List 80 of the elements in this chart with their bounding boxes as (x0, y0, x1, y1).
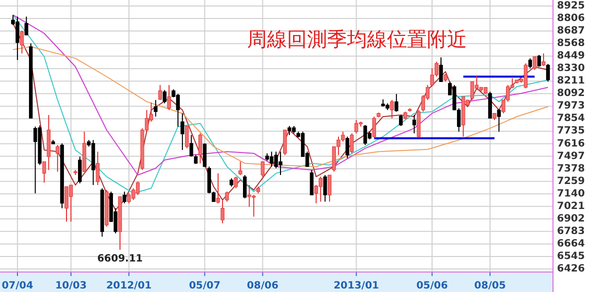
y-tick-label: 8806 (557, 13, 585, 24)
candlestick (390, 99, 394, 119)
candlestick (33, 126, 38, 194)
y-tick-label: 6902 (557, 213, 585, 224)
candlestick (532, 56, 536, 70)
y-tick-label: 6426 (557, 264, 585, 274)
x-tick-label: 2013/01 (334, 280, 380, 292)
candlestick (470, 81, 474, 100)
candlestick (310, 169, 314, 196)
candlestick (323, 174, 327, 202)
x-tick-label: 10/03 (55, 280, 87, 292)
candlestick (220, 199, 224, 224)
candlestick (185, 125, 189, 149)
y-tick-label: 7140 (557, 188, 585, 200)
candlestick (350, 132, 354, 154)
candlestick (247, 184, 252, 208)
y-tick-label: 8211 (557, 76, 585, 87)
candlestick (167, 84, 171, 110)
x-tick-label: 07/04 (2, 280, 34, 292)
candlestick (354, 119, 358, 134)
candlestick (216, 172, 220, 204)
candlestick (283, 129, 287, 156)
y-tick-label: 7259 (557, 176, 585, 187)
y-tick-label: 7378 (557, 163, 585, 174)
candlestick (154, 99, 158, 118)
candlestick (78, 156, 82, 184)
y-tick-label: 6664 (557, 238, 585, 250)
x-tick-label: 08/06 (246, 280, 278, 292)
candlestick (136, 181, 140, 196)
candlestick (412, 114, 416, 134)
candlestick (372, 116, 376, 138)
candlestick (328, 174, 332, 202)
candlestick (122, 191, 126, 204)
candlestick (524, 62, 528, 89)
x-tick-label: 05/06 (416, 280, 448, 292)
candlestick (56, 144, 60, 172)
x-tick-label: 05/07 (188, 280, 220, 292)
y-tick-label: 7735 (557, 126, 585, 137)
candlestick (439, 56, 443, 82)
y-tick-label: 8092 (557, 88, 585, 100)
y-tick-label: 7854 (557, 113, 585, 124)
candlestick (252, 194, 256, 218)
y-tick-label: 8449 (557, 50, 585, 62)
candlestick (202, 142, 207, 168)
y-tick-label: 7021 (557, 200, 585, 212)
candlestick (198, 132, 202, 164)
y-tick-label: 7616 (557, 138, 585, 150)
candlestick (234, 176, 238, 189)
y-tick-label: 8687 (557, 26, 585, 37)
candlestick (225, 191, 229, 202)
candlestick (260, 161, 265, 178)
candlestick (528, 58, 532, 69)
y-tick-label: 8330 (557, 63, 585, 74)
y-tick-label: 7497 (557, 150, 585, 162)
text: 周線回測季均線位置附近 (247, 27, 467, 51)
candlestick (96, 151, 100, 186)
x-tick-label: 08/05 (474, 280, 506, 292)
candlestick (542, 52, 546, 66)
candlestick (20, 30, 24, 54)
y-tick-label: 6545 (557, 250, 585, 262)
y-tick-label: 8568 (557, 38, 585, 50)
y-tick-label: 8925 (557, 0, 585, 12)
candlestick (497, 108, 501, 132)
annotation: 6609.11 (97, 254, 143, 265)
candlestick (238, 161, 242, 176)
candlestick (546, 63, 550, 82)
candlestick (394, 93, 398, 112)
candlestick (363, 124, 368, 146)
y-tick-label: 6783 (557, 226, 585, 237)
candlestick (158, 84, 162, 100)
candlestick (346, 136, 350, 159)
candlestick (24, 16, 28, 36)
candlestick (162, 89, 166, 104)
y-tick-label: 7973 (557, 100, 585, 112)
candlestick (42, 161, 46, 184)
candlestick (180, 112, 184, 150)
candlestick (242, 174, 247, 199)
candlestick (189, 134, 194, 158)
x-tick-label: 2012/01 (106, 280, 152, 292)
candlestick (399, 114, 403, 126)
